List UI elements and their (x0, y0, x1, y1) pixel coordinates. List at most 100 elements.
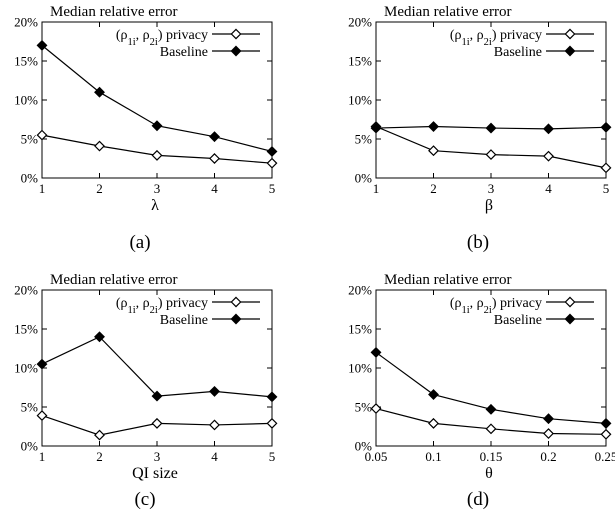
data-point-baseline (266, 391, 278, 403)
x-tick-label: 1 (373, 181, 380, 196)
legend-marker (230, 313, 242, 325)
data-point-baseline (94, 331, 105, 343)
data-point-baseline (370, 346, 382, 358)
x-tick-label: 5 (269, 181, 276, 196)
data-point-baseline (151, 390, 163, 402)
x-tick-label: 0.1 (425, 449, 441, 464)
series-line-baseline (41, 336, 273, 398)
y-tick-label: 5% (355, 400, 373, 415)
legend-label-privacy: (ρ1i, ρ2i) privacy (116, 28, 208, 48)
legend-marker (564, 45, 576, 57)
data-point-privacy (209, 419, 220, 431)
panel-caption: (a) (129, 232, 150, 253)
data-point-baseline (600, 121, 612, 133)
y-tick-label: 20% (14, 15, 38, 30)
y-tick-label: 15% (348, 322, 372, 337)
data-point-baseline (209, 385, 220, 397)
x-tick-label: 1 (39, 181, 46, 196)
x-tick-label: 4 (211, 449, 218, 464)
panel-caption: (c) (134, 489, 155, 510)
data-point-baseline (209, 131, 220, 143)
data-point-privacy (151, 149, 163, 161)
data-point-privacy (428, 417, 439, 429)
y-tick-label: 5% (21, 400, 39, 415)
y-tick-label: 10% (14, 93, 38, 108)
data-point-baseline (428, 121, 439, 132)
y-tick-label: 10% (14, 361, 38, 376)
legend-label-baseline: Baseline (160, 45, 208, 60)
chart-panel-c: 0% 5% 10% 15% 20% 1 2 3 4 5 Median relative error Q… (14, 272, 278, 510)
data-point-privacy (600, 162, 612, 174)
y-tick-label: 0% (21, 171, 39, 186)
data-point-privacy (209, 153, 220, 164)
y-tick-label: 20% (14, 283, 38, 298)
y-tick-label: 15% (348, 54, 372, 69)
chart-title: Median relative error (384, 272, 511, 288)
chart-title: Median relative error (50, 272, 177, 288)
data-point-baseline (36, 358, 48, 370)
legend-label-baseline: Baseline (160, 313, 208, 328)
y-tick-label: 20% (348, 15, 372, 30)
legend-marker (564, 296, 576, 308)
x-tick-label: 3 (154, 181, 161, 196)
data-point-baseline (600, 417, 612, 429)
data-point-privacy (485, 149, 497, 161)
legend-label-privacy: (ρ1i, ρ2i) privacy (116, 296, 208, 316)
x-tick-label: 0.15 (480, 449, 503, 464)
x-tick-label: 5 (269, 449, 276, 464)
data-point-baseline (428, 389, 439, 400)
series-line-baseline (41, 44, 273, 153)
x-tick-label: 0.25 (595, 449, 615, 464)
y-tick-label: 0% (21, 439, 39, 454)
legend-marker (564, 28, 576, 40)
legend-label-baseline: Baseline (494, 313, 542, 328)
x-tick-label: 4 (545, 181, 552, 196)
data-point-privacy (266, 157, 278, 169)
x-axis-label: λ (151, 197, 159, 214)
x-axis-label: θ (485, 465, 493, 482)
x-tick-label: 1 (39, 449, 46, 464)
data-point-privacy (543, 428, 554, 439)
y-tick-label: 10% (348, 93, 372, 108)
data-point-privacy (485, 423, 497, 435)
x-axis-label: QI size (132, 465, 178, 482)
y-tick-label: 15% (14, 54, 38, 69)
data-point-baseline (485, 403, 497, 415)
x-tick-label: 0.05 (365, 449, 388, 464)
data-point-baseline (266, 146, 278, 157)
data-point-baseline (36, 39, 48, 51)
panel-caption: (d) (467, 489, 489, 510)
chart-title: Median relative error (50, 4, 177, 20)
data-point-baseline (370, 122, 382, 134)
x-tick-label: 2 (96, 449, 103, 464)
y-tick-label: 0% (355, 439, 373, 454)
legend-label-privacy: (ρ1i, ρ2i) privacy (450, 296, 542, 316)
y-tick-label: 10% (348, 361, 372, 376)
chart-panel-a: 0% 5% 10% 15% 20% 1 2 3 4 5 Median relative error λ… (14, 4, 278, 253)
x-tick-label: 2 (430, 181, 437, 196)
x-tick-label: 4 (211, 181, 218, 196)
legend-marker (230, 45, 242, 57)
legend-label-baseline: Baseline (494, 45, 542, 60)
data-point-baseline (485, 122, 497, 134)
y-tick-label: 5% (21, 132, 39, 147)
legend-marker (230, 296, 242, 308)
legend-marker (564, 313, 576, 325)
data-point-privacy (36, 410, 48, 422)
legend-marker (230, 28, 242, 40)
x-tick-label: 3 (154, 449, 161, 464)
data-point-privacy (543, 150, 554, 162)
data-point-baseline (94, 86, 105, 98)
y-tick-label: 0% (355, 171, 373, 186)
chart-panel-d: 0% 5% 10% 15% 20% 0.05 0.1 0.15 0.2 0.25 Median re… (348, 272, 615, 510)
x-axis-label: β (485, 197, 493, 214)
x-tick-label: 2 (96, 181, 103, 196)
data-point-privacy (600, 428, 612, 440)
x-tick-label: 0.2 (540, 449, 556, 464)
data-point-privacy (266, 417, 278, 429)
x-tick-label: 3 (488, 181, 495, 196)
y-tick-label: 5% (355, 132, 373, 147)
data-point-privacy (94, 140, 105, 152)
data-point-privacy (151, 417, 163, 429)
